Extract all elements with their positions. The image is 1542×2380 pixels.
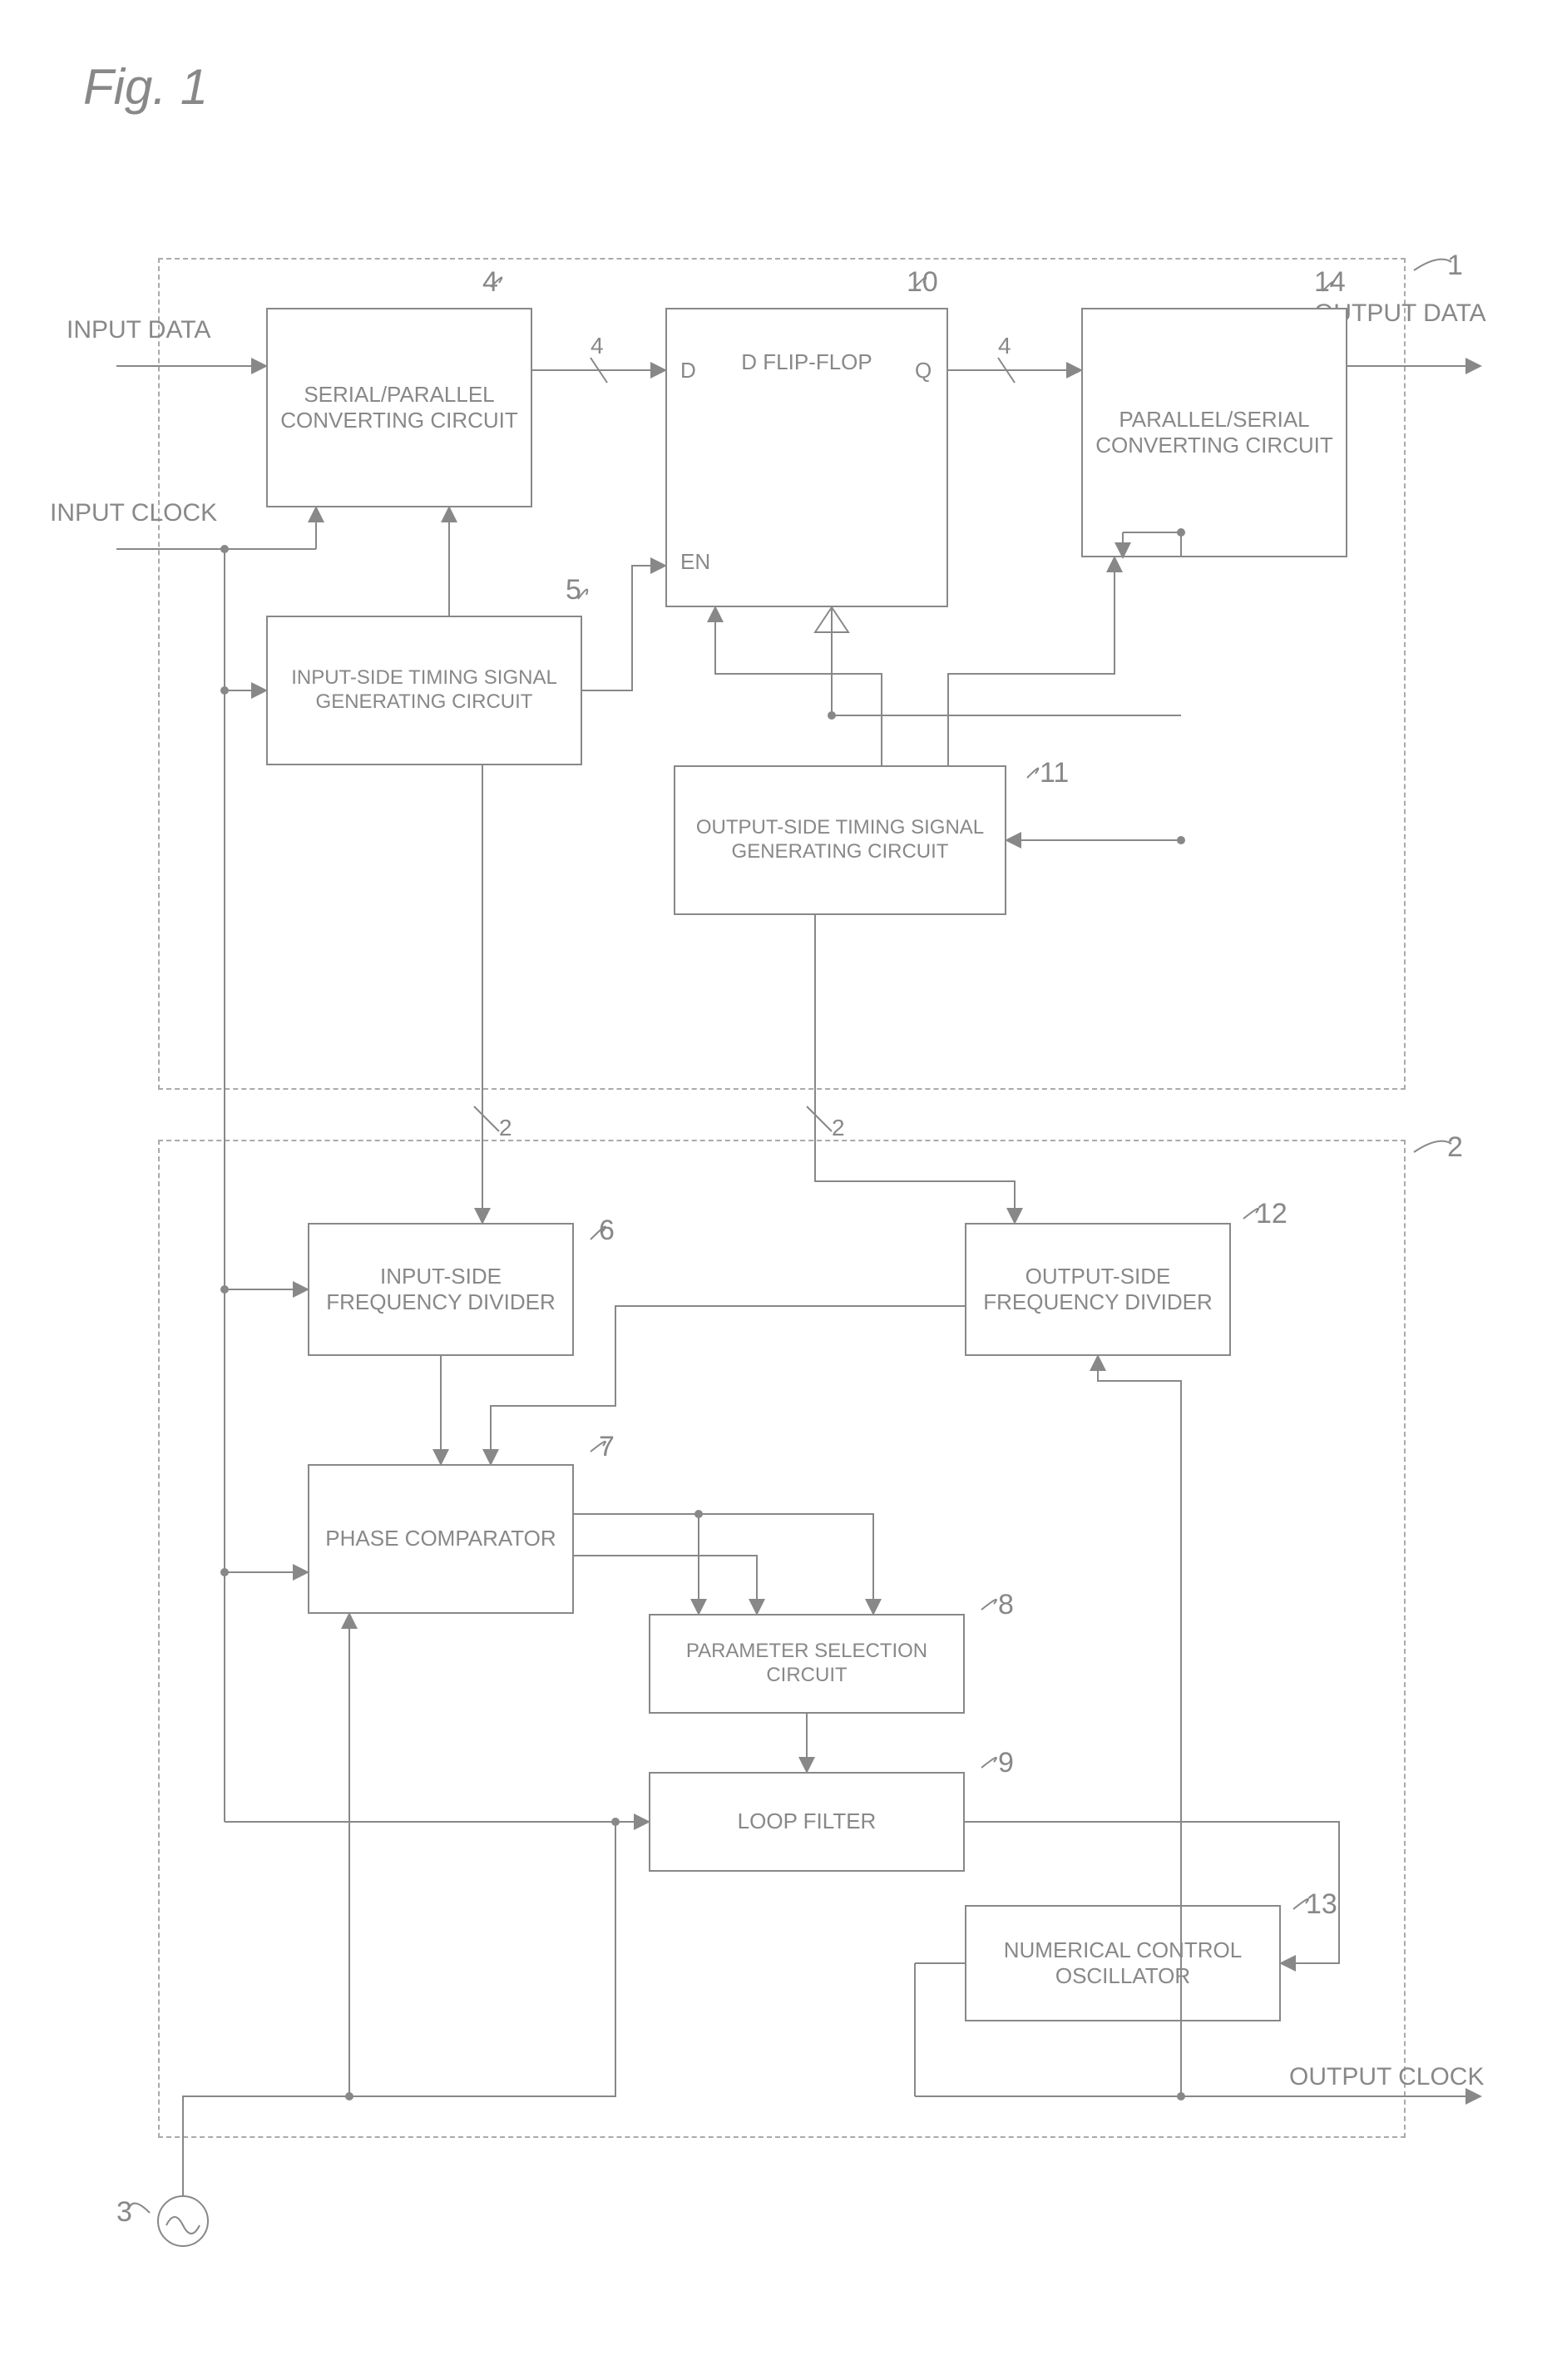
diagram-canvas: Fig. 1 INPUT DATA INPUT CLOCK OUTPUT DAT…: [33, 33, 1509, 2347]
wires: [33, 33, 1509, 2347]
